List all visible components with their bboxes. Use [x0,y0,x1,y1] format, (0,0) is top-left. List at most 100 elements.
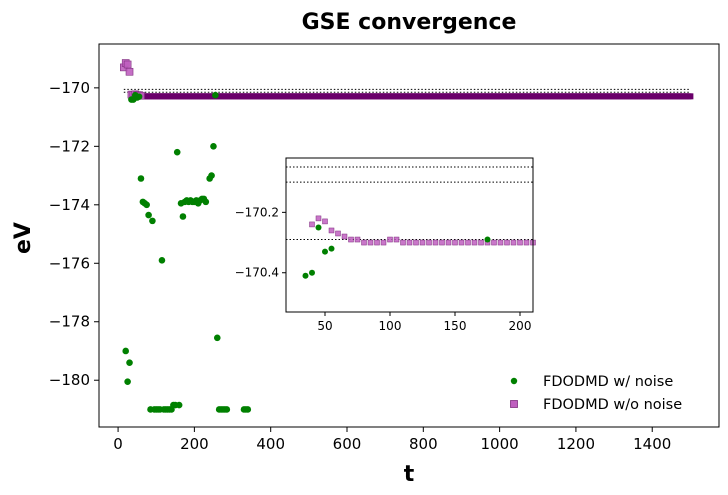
inset-nonoise-point [465,239,471,246]
nonoise-point [125,67,134,76]
inset-nonoise-point [322,218,328,225]
inset-x-tick-label: 50 [317,319,332,333]
main-plot-frame [98,43,720,428]
x-tick-label: 200 [180,435,209,453]
noise-point [149,217,156,225]
inset-noise-points [302,224,491,279]
x-tick-label: 1200 [557,435,595,453]
inset-frame [285,157,534,313]
inset-nonoise-point [426,239,432,246]
inset-noise-point [302,272,309,279]
noise-point [175,401,183,409]
x-tick-label: 1400 [633,435,671,453]
inset-plot-area: 50 100 150 200 −170.2 −170.4 [235,157,536,333]
noise-point [210,143,217,150]
x-axis-label: t [404,462,415,487]
y-tick-label: −172 [49,137,90,155]
series-nonoise-dense-points [139,93,694,100]
inset-nonoise-point [374,239,380,246]
inset-nonoise-point [335,230,341,237]
inset-noise-point [328,245,335,252]
inset-noise-point [315,224,322,231]
inset-nonoise-point [328,227,335,234]
x-tick-label: 0 [113,435,123,453]
noise-point [135,93,143,100]
noise-point [202,198,210,206]
inset-nonoise-point [452,239,458,246]
y-tick-label: −170 [49,79,90,97]
inset-nonoise-point [413,239,419,246]
inset-y-tick-label: −170.4 [235,266,279,280]
y-tick-label: −174 [49,196,90,214]
x-tick-label: 600 [333,435,362,453]
inset-nonoise-point [432,239,439,246]
inset-nonoise-point [400,239,406,246]
inset-nonoise-point [341,233,348,240]
legend-marker-nonoise [510,400,518,408]
inset-nonoise-point [491,239,497,246]
inset-nonoise-point [419,239,426,246]
inset-nonoise-point [458,239,465,246]
inset-nonoise-point [497,239,504,246]
inset-nonoise-point [393,236,400,243]
inset-nonoise-point [367,239,374,246]
inset-x-tick-label: 150 [444,319,467,333]
noise-point [145,211,152,219]
noise-point [158,257,166,264]
inset-nonoise-point [517,239,523,246]
inset-y-axis-ticks: −170.2 −170.4 [235,205,286,280]
nonoise-dense-point [687,93,694,100]
noise-point [223,406,231,413]
chart-title: GSE convergence [302,10,517,35]
legend-label-noise: FDODMD w/ noise [543,374,673,390]
inset-noise-point [484,236,491,243]
inset-nonoise-point [361,239,367,246]
noise-point [244,406,252,413]
noise-point [122,347,130,355]
x-tick-label: 400 [256,435,285,453]
legend: FDODMD w/ noise FDODMD w/o noise [510,374,682,413]
inset-nonoise-point [387,236,393,243]
legend-marker-noise [510,377,518,385]
y-axis-ticks: −170 −172 −174 −176 −178 −180 [49,79,99,389]
noise-point [212,91,219,99]
inset-background [286,158,533,312]
inset-x-axis-ticks: 50 100 150 200 [317,312,531,333]
inset-nonoise-point [380,239,387,246]
inset-nonoise-point [471,239,478,246]
noise-point [208,172,215,179]
inset-nonoise-point [315,215,322,222]
noise-point [143,201,150,209]
nonoise-point [123,60,132,69]
inset-nonoise-point [510,239,517,246]
noise-point [126,359,133,366]
x-tick-label: 1000 [481,435,519,453]
series-noise-points [122,91,252,413]
y-axis-label: eV [11,222,36,254]
inset-nonoise-point [354,236,361,243]
noise-point [179,213,187,220]
inset-nonoise-point [478,239,484,246]
inset-nonoise-point [406,239,413,246]
inset-nonoise-point [445,239,452,246]
inset-x-tick-label: 100 [379,319,402,333]
x-tick-label: 800 [409,435,438,453]
noise-point [213,334,221,342]
inset-y-tick-label: −170.2 [235,205,279,219]
y-tick-label: −176 [49,254,90,272]
y-tick-label: −180 [49,371,90,389]
inset-nonoise-point [504,239,510,246]
inset-nonoise-point [348,236,354,243]
y-tick-label: −178 [49,313,90,331]
inset-nonoise-point [309,221,315,228]
noise-point [173,148,181,156]
main-plot-area: 0 200 400 600 800 1000 1200 1400 −170−172−174−1… [49,43,720,453]
inset-x-tick-label: 200 [509,319,532,333]
inset-reference-lines [286,166,533,241]
noise-point [137,175,145,182]
inset-noise-point [309,269,315,276]
legend-label-nonoise: FDODMD w/o noise [543,397,682,413]
inset-noise-point [322,248,328,255]
inset-nonoise-point [439,239,445,246]
